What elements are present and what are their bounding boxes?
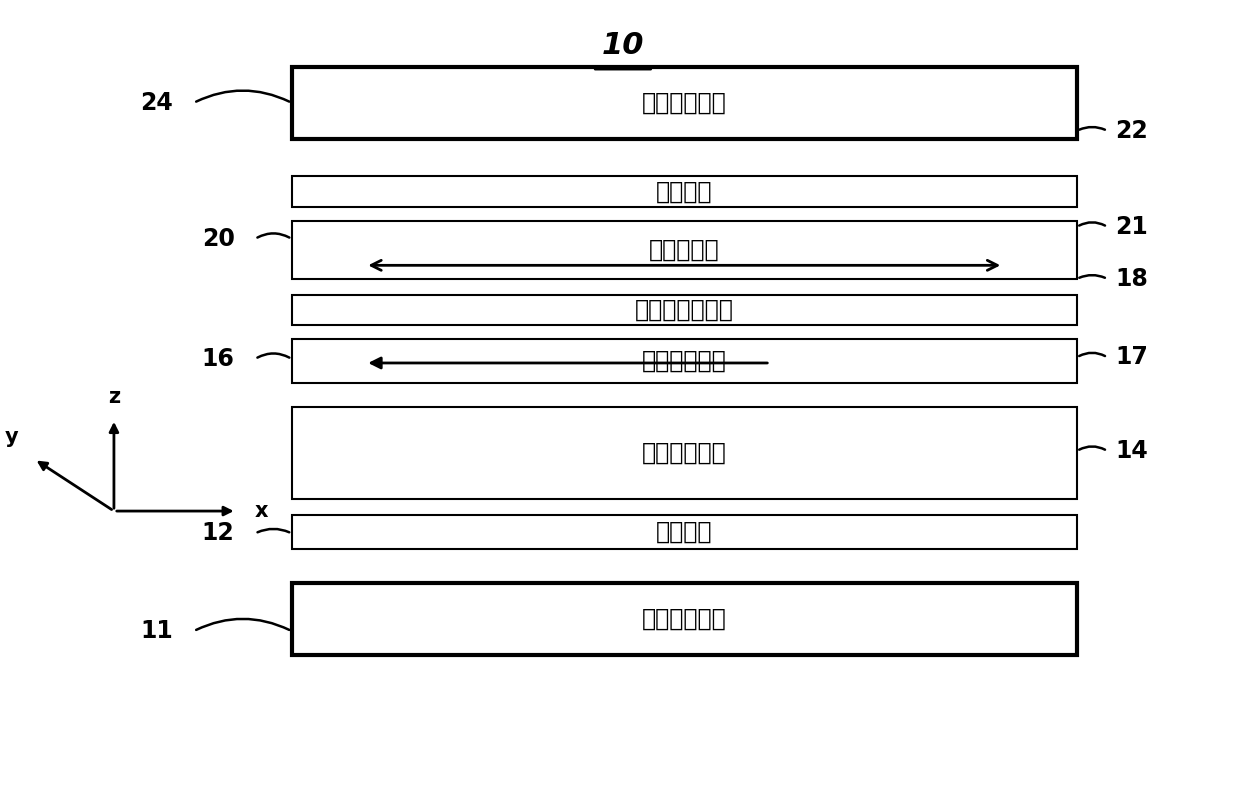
Text: 17: 17: [1115, 346, 1149, 369]
Text: 24: 24: [140, 91, 173, 114]
Text: 20: 20: [202, 227, 234, 251]
Text: 10: 10: [602, 31, 644, 60]
Text: 常规反铁磁层: 常规反铁磁层: [642, 441, 726, 465]
Text: 16: 16: [202, 347, 234, 371]
Text: 21: 21: [1115, 215, 1149, 239]
Bar: [292, 222, 1077, 279]
Text: 常规顶部接触: 常规顶部接触: [642, 91, 726, 114]
Bar: [292, 515, 1077, 549]
Text: 常规隧穿势垒层: 常规隧穿势垒层: [634, 298, 733, 322]
Text: x: x: [255, 501, 269, 521]
Bar: [292, 583, 1077, 655]
Text: 14: 14: [1115, 439, 1149, 463]
Bar: [292, 177, 1077, 207]
Bar: [292, 67, 1077, 139]
Text: z: z: [108, 387, 120, 407]
Text: 22: 22: [1115, 118, 1149, 143]
Text: 11: 11: [140, 619, 173, 643]
Text: 常规盖层: 常规盖层: [655, 180, 712, 204]
Text: 常规自由层: 常规自由层: [649, 238, 720, 262]
Bar: [292, 295, 1077, 326]
Text: 12: 12: [202, 521, 234, 546]
Text: 常规籽层: 常规籽层: [655, 520, 712, 544]
Bar: [292, 339, 1077, 383]
Text: 常规被钉扎层: 常规被钉扎层: [642, 349, 726, 373]
Text: 18: 18: [1115, 267, 1149, 291]
Bar: [292, 407, 1077, 499]
Text: y: y: [5, 427, 19, 447]
Text: 常规底部接触: 常规底部接触: [642, 607, 726, 631]
